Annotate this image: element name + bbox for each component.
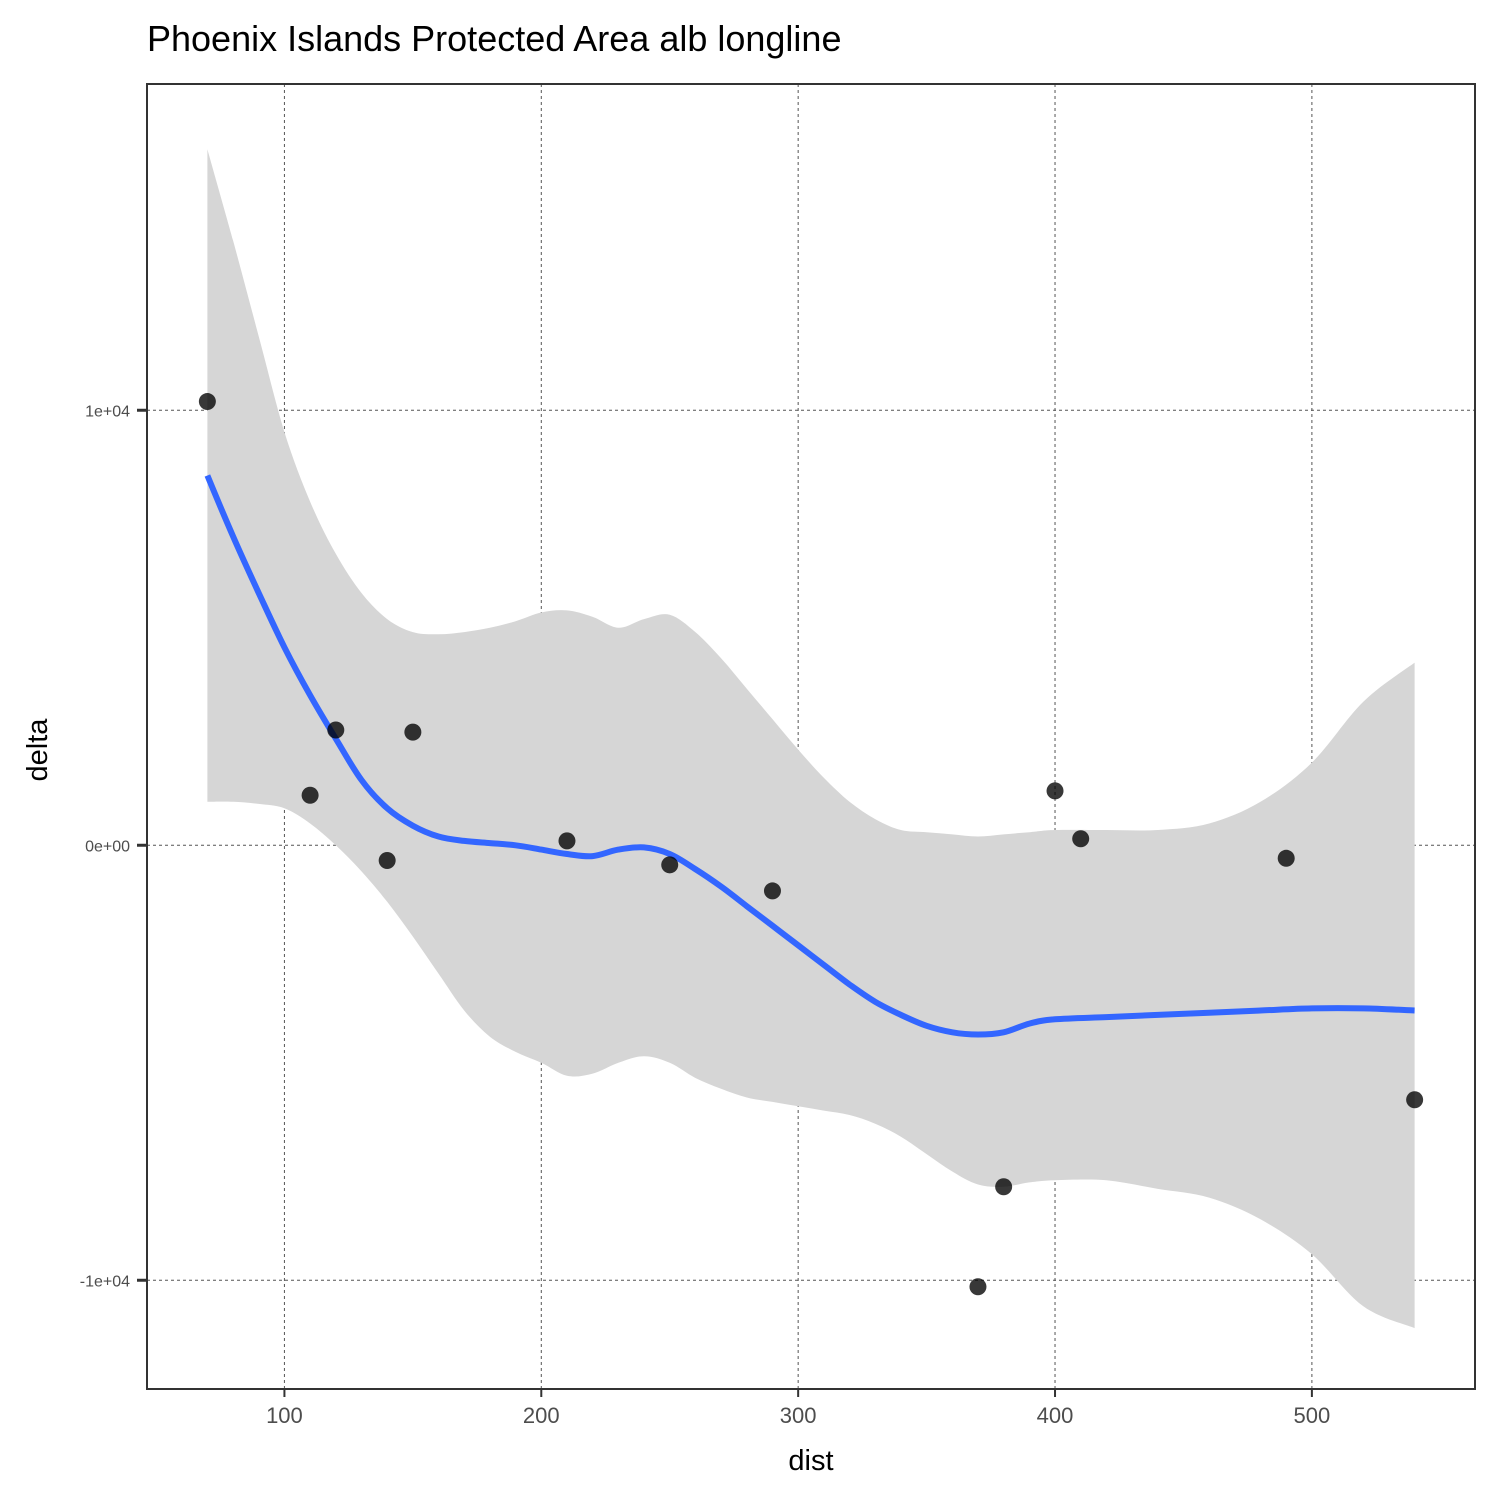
data-point xyxy=(1277,849,1295,867)
y-axis: -1e+04 0e+00 1e+04 xyxy=(80,403,147,1290)
data-point xyxy=(404,723,422,741)
data-point xyxy=(198,393,216,411)
data-point xyxy=(969,1278,987,1296)
x-tick-label: 100 xyxy=(266,1403,303,1428)
chart-title: Phoenix Islands Protected Area alb longl… xyxy=(147,18,841,59)
y-tick-label: 0e+00 xyxy=(85,838,130,855)
data-point xyxy=(558,832,576,850)
data-point xyxy=(763,882,781,900)
confidence-band xyxy=(207,149,1415,1329)
plot-panel-border xyxy=(146,83,1476,1390)
data-point xyxy=(1406,1091,1424,1109)
x-tick-label: 400 xyxy=(1037,1403,1074,1428)
x-tick-label: 200 xyxy=(523,1403,560,1428)
x-axis-title: dist xyxy=(788,1445,833,1477)
data-point xyxy=(1046,782,1064,800)
y-axis-title: delta xyxy=(22,718,54,782)
data-points xyxy=(198,393,1424,1296)
data-point xyxy=(378,851,396,869)
y-tick-label: -1e+04 xyxy=(80,1273,130,1290)
y-tick-label: 1e+04 xyxy=(85,403,130,420)
data-point xyxy=(301,786,319,804)
x-tick-label: 500 xyxy=(1294,1403,1331,1428)
smooth-fit-line xyxy=(204,474,1415,1038)
x-axis: 100 200 300 400 500 xyxy=(266,1389,1330,1428)
data-point xyxy=(327,721,345,739)
data-point xyxy=(1072,830,1090,848)
data-point xyxy=(995,1178,1013,1196)
x-tick-label: 300 xyxy=(780,1403,817,1428)
data-point xyxy=(661,856,679,874)
